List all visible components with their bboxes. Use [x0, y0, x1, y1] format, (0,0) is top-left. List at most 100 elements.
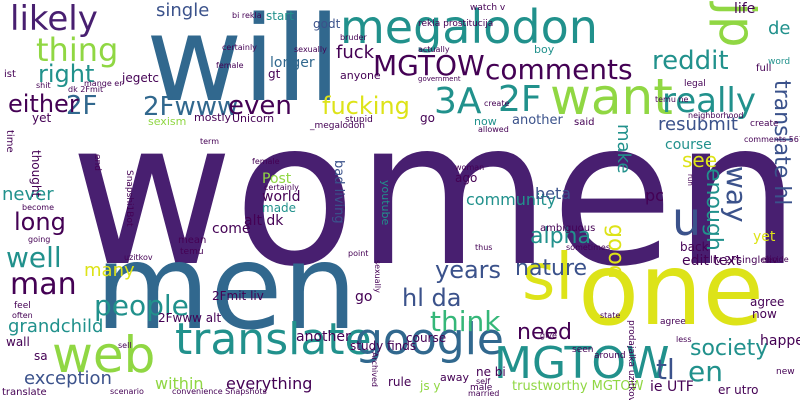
word-nature: nature	[515, 256, 588, 281]
word-neighborhood: actually	[418, 45, 450, 54]
word-tl: tl	[656, 353, 675, 386]
word-state: neighborhood	[688, 111, 744, 120]
word-2Fsiol: anyone	[340, 69, 381, 82]
word-married: married	[468, 389, 500, 398]
word-Yes: around	[594, 351, 626, 361]
word-another: another	[296, 329, 351, 345]
word-_megalodon: ambiguous	[540, 223, 596, 234]
word-happen: course	[665, 137, 712, 153]
word-sexism: temu	[180, 247, 204, 257]
word-sex: give	[540, 331, 557, 340]
word-either: either	[8, 90, 79, 118]
word-jegetc: yet	[32, 111, 52, 125]
word-word: certainly	[222, 43, 257, 52]
word-will: will	[146, 0, 341, 128]
word-mange-er: mostly	[194, 111, 232, 124]
word-Snapshi1Bot: Snapshi1Bot	[124, 170, 134, 227]
word-people: people	[94, 289, 189, 322]
word-prodajalka-uzitkov: prodajalka uzitkov	[626, 320, 636, 400]
word-world: world	[262, 189, 301, 205]
word-ambiguous: stupid	[345, 115, 373, 125]
word-de: de	[768, 18, 791, 39]
word-actually: boy	[534, 43, 555, 56]
word-probably: shit	[36, 81, 51, 90]
word-godt: godt	[313, 17, 341, 31]
word-2Fmit-liv: 2Fmit liv	[212, 289, 264, 303]
word-thought: thought	[29, 150, 43, 198]
word-pc: pc	[645, 186, 664, 205]
word-comments: comments	[485, 53, 633, 86]
word-3A: 3A	[434, 81, 482, 122]
word-Archived: Archived	[370, 352, 379, 388]
word-shit: sexism	[148, 115, 187, 128]
word-2F: 2F	[498, 79, 542, 120]
word-idea: less	[676, 335, 692, 344]
word-decide: seen	[572, 345, 594, 355]
word-later: run	[686, 174, 694, 186]
word-think: think	[430, 305, 501, 338]
word-jp: jp	[708, 2, 766, 48]
word-edit-text: another	[512, 113, 563, 128]
word-single: single	[156, 0, 210, 21]
word-prev-t: gt	[268, 67, 281, 81]
word-ie-UTF: ie UTF	[650, 379, 694, 395]
word-less: woman	[455, 163, 485, 172]
word-often: often	[12, 311, 33, 320]
word-exception: exception	[24, 368, 112, 389]
word-MGTOW-small: MGTOW	[373, 49, 485, 82]
word-liv-2Fsingleliv: liv 2Fsingleliv	[710, 255, 778, 266]
word-fucking: fucking	[322, 92, 410, 120]
word-boy: dk 2Fmit	[68, 85, 104, 94]
word-dk-2Fmit: Unicorn	[232, 112, 275, 125]
word-2F-b: 2F	[66, 91, 98, 121]
word-start: start	[266, 9, 294, 23]
word-course: course	[406, 331, 447, 345]
word-bi-rekla: bi rekla	[232, 11, 262, 20]
word-scenario: scenario	[110, 387, 144, 396]
word-sexually: sexually	[373, 260, 382, 293]
word-resubmit: resubmit	[658, 114, 738, 135]
word-run: state	[600, 311, 621, 320]
word-google: google	[355, 314, 504, 365]
word-allowed: legal	[684, 79, 706, 89]
word-good: good	[603, 224, 628, 279]
word-come: come	[212, 221, 251, 237]
word-youtube: youtube	[379, 180, 392, 226]
word-man: man	[10, 267, 77, 302]
word-Post: Post	[262, 171, 292, 187]
word-full: female	[216, 61, 244, 70]
word-even: even	[228, 91, 292, 121]
word-sl: sl	[522, 241, 574, 315]
word-sometimes: sometimes	[566, 243, 611, 252]
word-er-utro: study finds	[350, 339, 417, 353]
word-megalodon: megalodon	[340, 0, 598, 54]
word-within: within	[155, 374, 204, 393]
word-study-finds: time	[4, 130, 15, 153]
word-long: long	[14, 208, 66, 236]
word-term: thus	[475, 243, 493, 252]
word-said: mange er	[84, 79, 123, 88]
word-watch-v: full	[756, 63, 772, 74]
word-everything: everything	[226, 374, 313, 393]
word-woman: temu ne	[655, 95, 689, 104]
word-many: many	[84, 260, 135, 281]
word-sell: sell	[118, 341, 132, 350]
word-feel: new	[776, 367, 795, 377]
word-one: one	[578, 231, 765, 348]
word-thing: thing	[36, 31, 119, 69]
word-need: need	[517, 320, 572, 345]
word-convenience-Snapshots: convenience Snapshots	[172, 387, 267, 396]
word-around: comments 567799	[744, 135, 800, 144]
word-give: allowed	[478, 125, 509, 134]
word-end: edit text	[682, 253, 741, 269]
word-ago: ago	[455, 171, 478, 185]
word-ne-bi: mean	[178, 235, 207, 246]
word-life: life	[734, 1, 756, 17]
word-grow: agree	[660, 317, 686, 327]
word-wall: now	[752, 307, 777, 321]
word-gt: ne bi	[476, 365, 506, 379]
word-Unicorn: translate	[2, 387, 47, 398]
word-stupid: _megalodon	[310, 121, 365, 131]
word-time: back	[680, 240, 709, 254]
